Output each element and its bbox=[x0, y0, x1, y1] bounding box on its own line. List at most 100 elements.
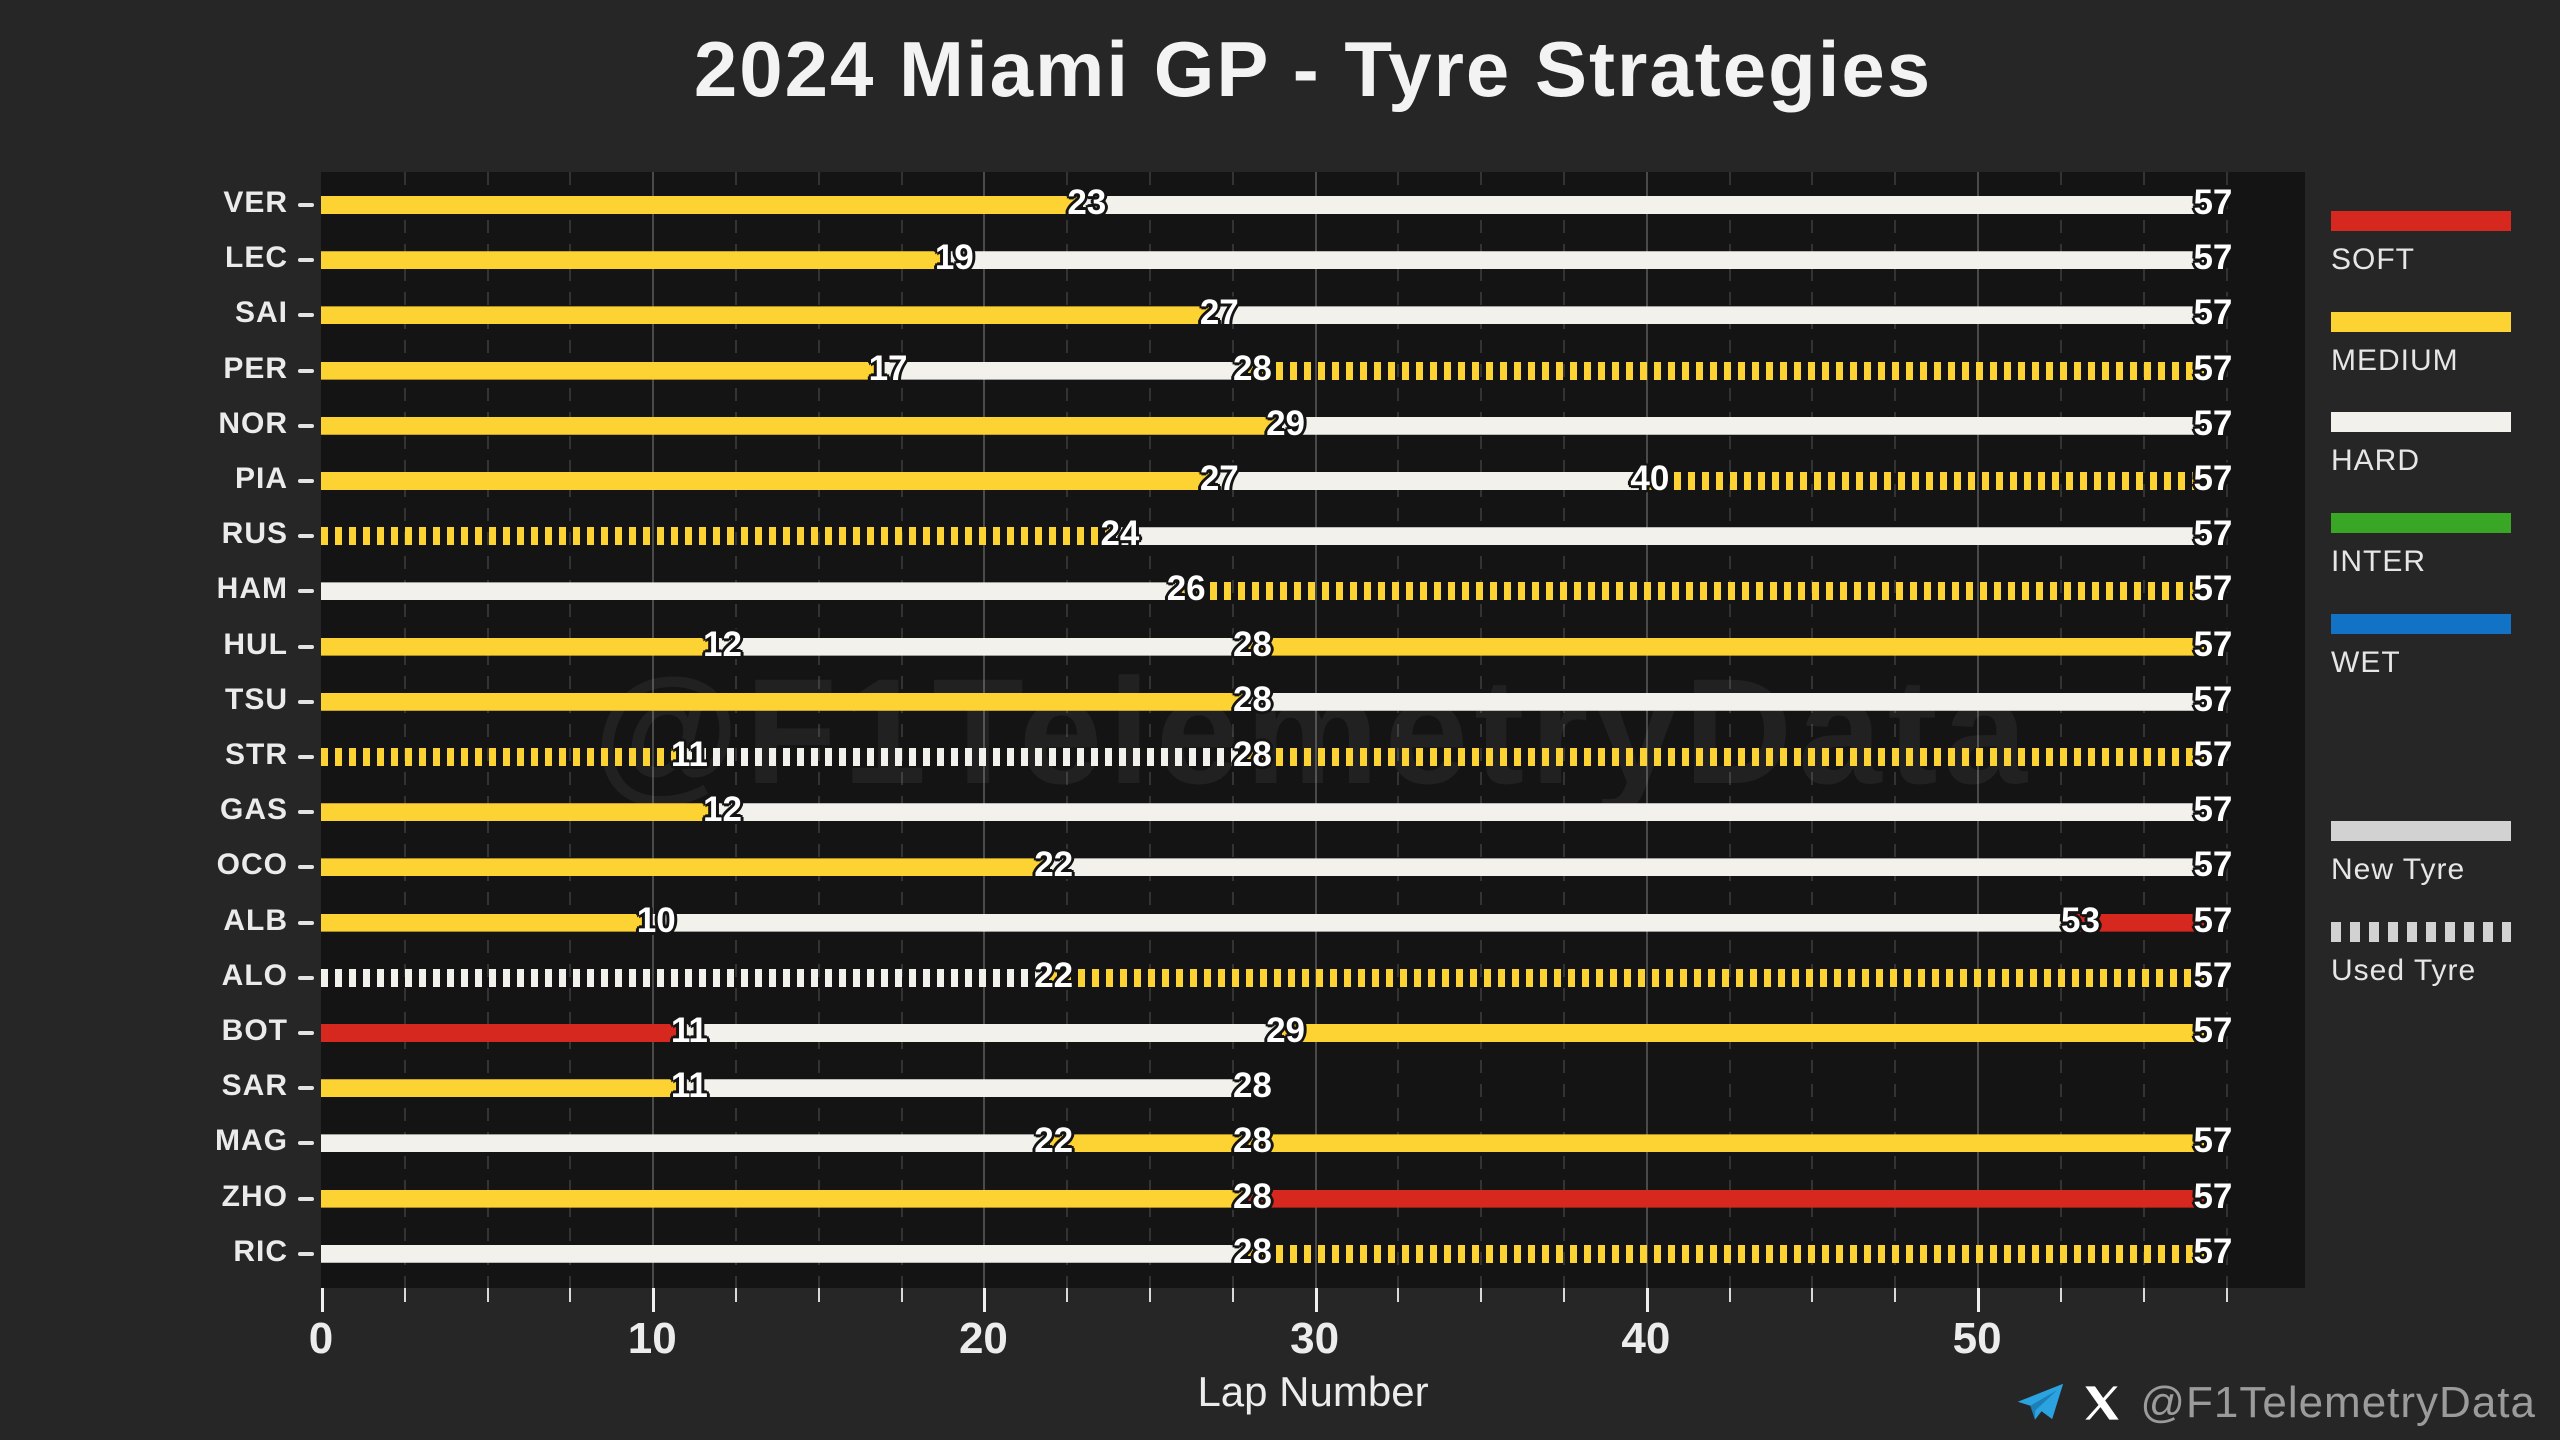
new-hard-stint-bar bbox=[1083, 196, 2209, 214]
legend-wet-swatch bbox=[2331, 614, 2511, 634]
stint-end-lap-label: 57 bbox=[2193, 735, 2233, 774]
driver-label-pia: PIA bbox=[234, 462, 288, 495]
watermark-text: @F1TelemetryData bbox=[593, 647, 2033, 815]
stint-end-lap-label: 29 bbox=[1266, 403, 1305, 443]
driver-label-str: STR bbox=[225, 738, 288, 771]
x-tick-label: 50 bbox=[1952, 1314, 2002, 1363]
driver-label-sar: SAR bbox=[221, 1069, 288, 1103]
x-minor-tick bbox=[1480, 1288, 1483, 1302]
driver-label-mag: MAG bbox=[215, 1124, 288, 1158]
minor-gridline bbox=[1480, 172, 1483, 1288]
x-minor-tick bbox=[817, 1288, 820, 1302]
legend-new-tyre-swatch bbox=[2331, 821, 2511, 841]
driver-label-bot: BOT bbox=[221, 1014, 288, 1047]
driver-label-rus: RUS bbox=[221, 517, 288, 551]
new-hard-stint-bar bbox=[1282, 417, 2209, 435]
x-minor-tick bbox=[2059, 1288, 2062, 1302]
new-medium-stint-bar bbox=[321, 472, 1215, 490]
new-hard-stint-bar bbox=[685, 1024, 1281, 1042]
x-major-tick bbox=[1977, 1288, 1981, 1312]
x-major-tick bbox=[1314, 1288, 1318, 1312]
used-medium-stint-bar bbox=[321, 527, 1116, 546]
stint-end-lap-label: 40 bbox=[1630, 459, 1670, 498]
x-major-tick bbox=[652, 1288, 656, 1312]
minor-gridline bbox=[900, 172, 903, 1288]
new-medium-stint-bar bbox=[1282, 1024, 2209, 1042]
y-tick bbox=[298, 920, 314, 925]
new-hard-stint-bar bbox=[685, 1079, 1248, 1097]
new-hard-stint-bar bbox=[1116, 527, 2209, 545]
stint-end-lap-label: 22 bbox=[1034, 1121, 1074, 1161]
new-medium-stint-bar bbox=[1248, 1134, 2209, 1152]
stint-end-lap-label: 57 bbox=[2193, 1176, 2233, 1216]
minor-gridline bbox=[735, 172, 738, 1288]
driver-label-alo: ALO bbox=[221, 958, 288, 992]
y-tick bbox=[298, 423, 314, 428]
stint-end-lap-label: 10 bbox=[636, 900, 676, 940]
stint-end-lap-label: 29 bbox=[1266, 1011, 1305, 1050]
y-tick bbox=[298, 203, 314, 207]
stint-end-lap-label: 27 bbox=[1199, 459, 1239, 498]
legend-medium-label: MEDIUM bbox=[2331, 344, 2459, 377]
new-medium-stint-bar bbox=[321, 417, 1282, 435]
new-medium-stint-bar bbox=[321, 306, 1215, 324]
driver-label-sai: SAI bbox=[234, 296, 288, 330]
x-minor-tick bbox=[1728, 1288, 1731, 1302]
x-minor-tick bbox=[2225, 1288, 2228, 1302]
used-medium-stint-bar bbox=[1248, 748, 2209, 766]
new-hard-stint-bar bbox=[718, 803, 2208, 821]
driver-label-gas: GAS bbox=[219, 793, 288, 827]
stint-end-lap-label: 17 bbox=[868, 348, 908, 388]
stint-end-lap-label: 19 bbox=[934, 238, 974, 278]
stint-end-lap-label: 57 bbox=[2193, 1011, 2233, 1050]
stint-end-lap-label: 11 bbox=[670, 1066, 708, 1106]
stint-end-lap-label: 57 bbox=[2193, 900, 2233, 940]
new-medium-stint-bar bbox=[321, 858, 1050, 876]
new-medium-stint-bar bbox=[321, 251, 950, 269]
stint-end-lap-label: 28 bbox=[1232, 1176, 1272, 1216]
used-hard-stint-bar bbox=[685, 748, 1249, 766]
new-hard-stint-bar bbox=[1215, 306, 2209, 324]
new-hard-stint-bar bbox=[884, 362, 1248, 380]
x-minor-tick bbox=[1231, 1288, 1234, 1302]
minor-gridline bbox=[817, 172, 820, 1288]
driver-label-ric: RIC bbox=[233, 1234, 288, 1268]
new-soft-stint-bar bbox=[1248, 1190, 2209, 1208]
used-hard-stint-bar bbox=[321, 968, 1050, 987]
used-medium-stint-bar bbox=[1645, 472, 2209, 490]
stint-end-lap-label: 57 bbox=[2193, 348, 2233, 388]
new-hard-stint-bar bbox=[950, 251, 2209, 269]
social-handle: @F1TelemetryData bbox=[2140, 1378, 2536, 1427]
x-minor-tick bbox=[2142, 1288, 2145, 1302]
telegram-icon bbox=[2018, 1383, 2064, 1420]
stint-end-lap-label: 53 bbox=[2060, 900, 2100, 940]
x-major-tick bbox=[1645, 1288, 1649, 1312]
x-minor-tick bbox=[486, 1288, 489, 1302]
chart-title: 2024 Miami GP - Tyre Strategies bbox=[693, 25, 1933, 113]
y-tick bbox=[298, 534, 314, 539]
new-hard-stint-bar bbox=[321, 582, 1182, 600]
new-hard-stint-bar bbox=[718, 638, 1248, 656]
x-minor-tick bbox=[569, 1288, 572, 1302]
y-tick bbox=[298, 699, 314, 704]
minor-gridline bbox=[569, 172, 572, 1288]
used-medium-stint-bar bbox=[1248, 361, 2209, 380]
new-medium-stint-bar bbox=[321, 914, 652, 932]
y-tick bbox=[298, 1251, 314, 1256]
driver-label-zho: ZHO bbox=[221, 1179, 288, 1213]
stint-end-lap-label: 57 bbox=[2193, 845, 2233, 885]
y-tick bbox=[298, 258, 314, 263]
y-tick bbox=[298, 755, 314, 759]
y-tick bbox=[298, 368, 314, 373]
minor-gridline bbox=[1894, 172, 1897, 1288]
stint-end-lap-label: 57 bbox=[2193, 293, 2233, 333]
stint-end-lap-label: 28 bbox=[1232, 348, 1272, 388]
new-medium-stint-bar bbox=[1050, 1134, 1249, 1152]
x-minor-tick bbox=[1066, 1288, 1069, 1302]
legend-used-tyre-swatch bbox=[2331, 922, 2511, 942]
y-tick bbox=[298, 589, 314, 594]
stint-end-lap-label: 22 bbox=[1034, 845, 1074, 885]
new-hard-stint-bar bbox=[1050, 858, 2209, 876]
new-hard-stint-bar bbox=[652, 914, 2076, 932]
stint-end-lap-label: 28 bbox=[1232, 1121, 1272, 1161]
